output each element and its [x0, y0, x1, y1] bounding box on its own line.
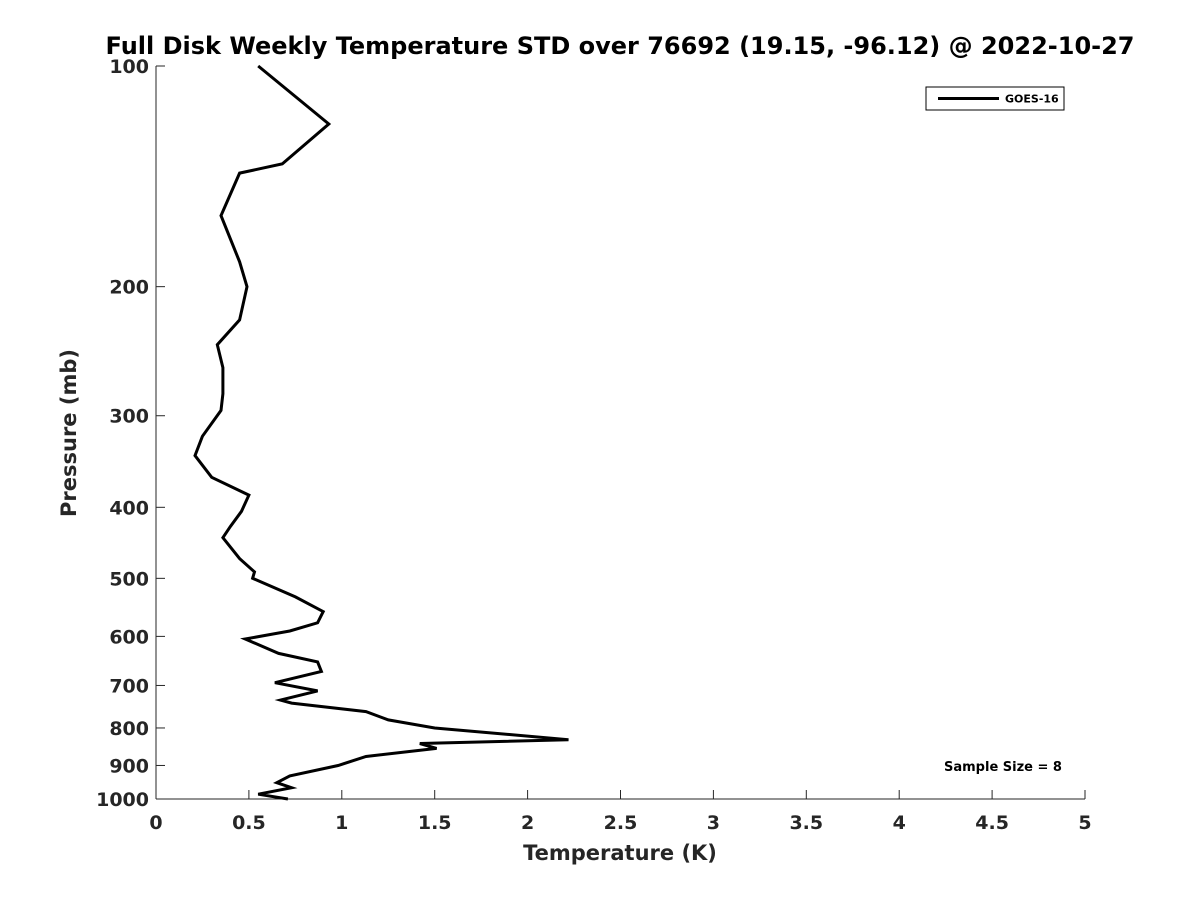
x-tick-label: 5 [1078, 812, 1091, 834]
y-tick-label: 900 [109, 755, 149, 777]
series-layer [193, 64, 569, 801]
x-tick-label: 2 [521, 812, 534, 834]
x-tick-label: 4 [893, 812, 906, 834]
y-tick-label: 600 [109, 626, 149, 648]
legend-label-goes-16: GOES-16 [1005, 93, 1059, 106]
x-tick-label: 3 [707, 812, 720, 834]
x-tick-label: 0 [149, 812, 162, 834]
y-tick-label: 400 [109, 497, 149, 519]
plot-area [156, 66, 1085, 799]
legend: GOES-16 [925, 86, 1065, 111]
x-tick-label: 3.5 [789, 812, 823, 834]
y-tick-label: 1000 [96, 789, 149, 811]
y-tick-label: 200 [109, 277, 149, 299]
chart-title: Full Disk Weekly Temperature STD over 76… [106, 32, 1135, 60]
y-tick-label: 800 [109, 718, 149, 740]
x-tick-label: 1 [335, 812, 348, 834]
series-line-goes-16 [193, 64, 569, 801]
y-tick-label: 500 [109, 568, 149, 590]
y-tick-label: 700 [109, 675, 149, 697]
y-tick-label: 100 [109, 56, 149, 78]
x-tick-label: 0.5 [232, 812, 266, 834]
y-axis: 100 200 300 400 500 600 700 800 900 1000 [96, 56, 165, 811]
x-tick-label: 1.5 [418, 812, 452, 834]
x-axis-label: Temperature (K) [523, 841, 717, 865]
x-tick-label: 4.5 [975, 812, 1009, 834]
sample-size-annotation: Sample Size = 8 [944, 760, 1062, 775]
x-tick-label: 2.5 [604, 812, 638, 834]
y-axis-label: Pressure (mb) [57, 349, 81, 517]
x-axis: 0 0.5 1 1.5 2 2.5 3 3.5 4 4.5 5 [149, 790, 1092, 834]
y-tick-label: 300 [109, 406, 149, 428]
